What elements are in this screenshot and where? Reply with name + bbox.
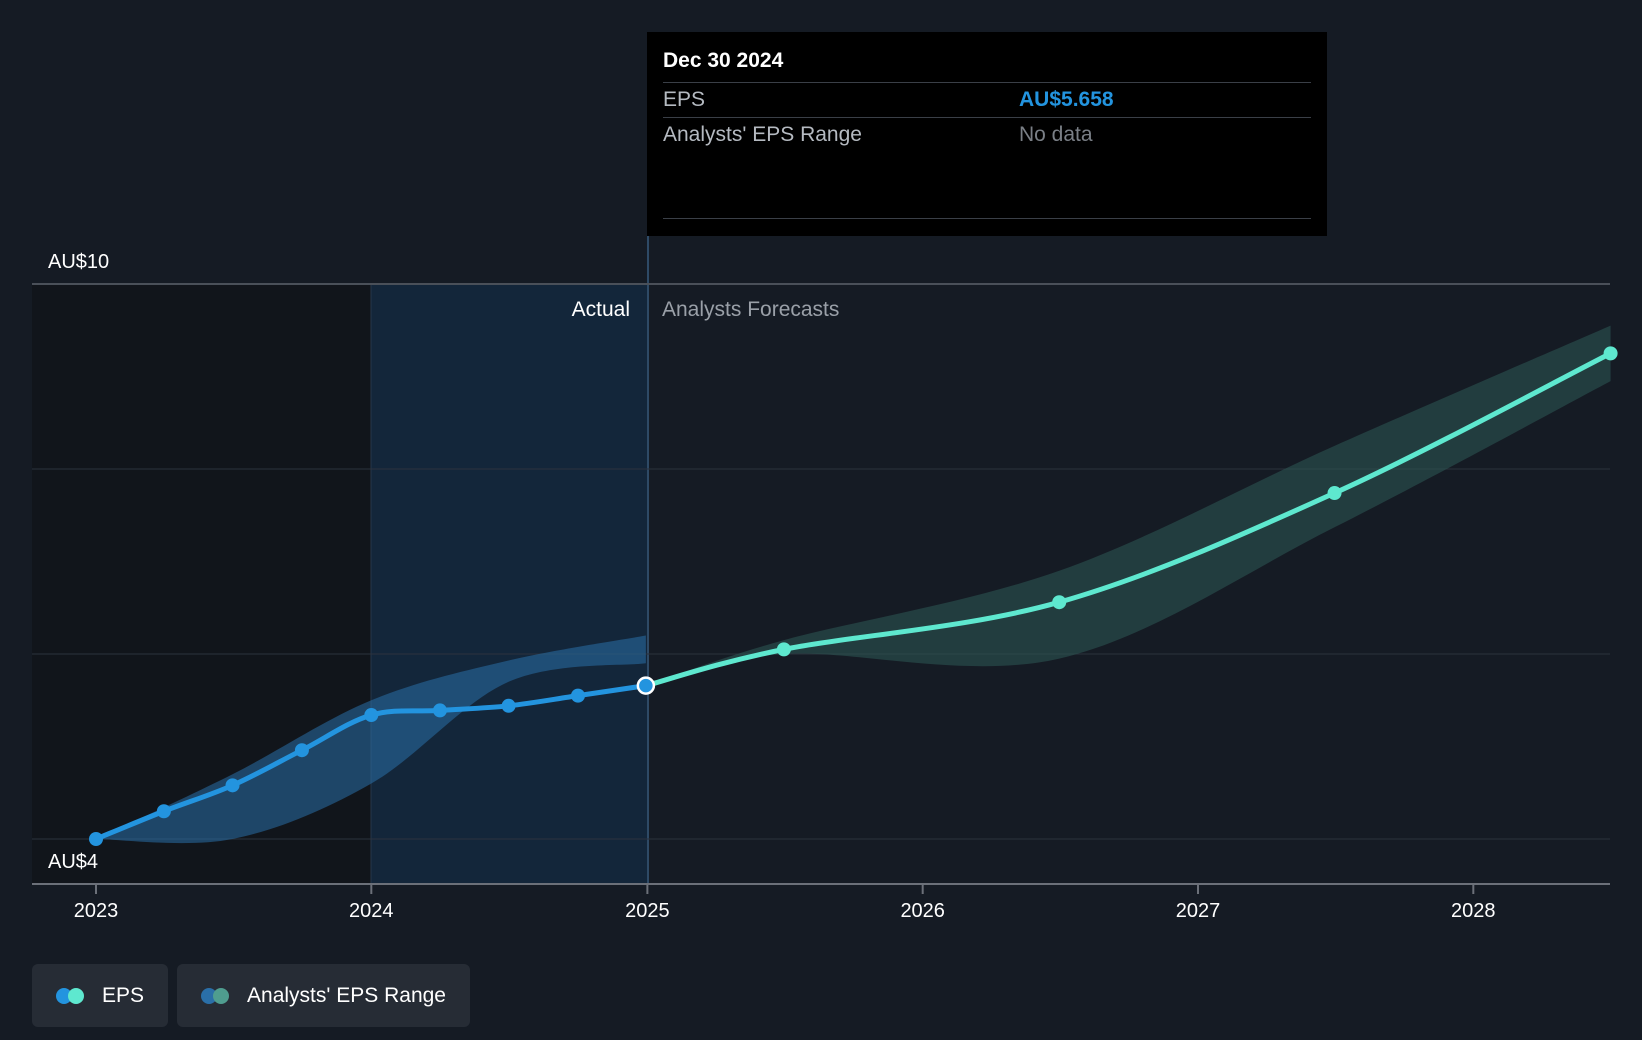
tooltip-range-label: Analysts' EPS Range bbox=[663, 123, 862, 146]
legend-eps-range[interactable]: Analysts' EPS Range bbox=[177, 964, 470, 1027]
eps-line bbox=[643, 350, 1614, 689]
range-band bbox=[645, 325, 1611, 686]
highlighted-eps-point bbox=[636, 676, 656, 695]
legend-eps[interactable]: EPS bbox=[32, 964, 169, 1027]
forecast-label: Analysts Forecasts bbox=[662, 298, 839, 321]
tooltip-divider bbox=[663, 218, 1311, 219]
legend-eps-swatch bbox=[56, 987, 86, 1004]
y-axis-bottom-label: AU$4 bbox=[48, 851, 98, 873]
x-tick-label: 2023 bbox=[74, 900, 119, 922]
tooltip: Dec 30 2024 EPS AU$5.658 Analysts' EPS R… bbox=[647, 32, 1327, 236]
y-axis-top-label: AU$10 bbox=[48, 251, 109, 273]
tooltip-range-row: Analysts' EPS Range No data bbox=[663, 117, 1311, 152]
eps-point bbox=[776, 642, 791, 657]
tooltip-eps-row: EPS AU$5.658 bbox=[663, 82, 1311, 117]
eps-point bbox=[570, 688, 585, 703]
eps-point bbox=[225, 778, 240, 793]
eps-point bbox=[89, 832, 103, 846]
tooltip-date: Dec 30 2024 bbox=[663, 49, 784, 72]
actual-label: Actual bbox=[572, 298, 630, 321]
x-tick-label: 2028 bbox=[1451, 900, 1496, 922]
legend-eps-label: EPS bbox=[102, 983, 145, 1007]
eps-point bbox=[156, 804, 171, 819]
eps-points bbox=[89, 346, 1618, 846]
legend-range-label: Analysts' EPS Range bbox=[247, 983, 446, 1007]
tooltip-eps-value: AU$5.658 bbox=[1019, 88, 1114, 111]
eps-point bbox=[1052, 595, 1067, 610]
x-axis-ticks: 2023 2024 2025 2026 2027 2028 bbox=[74, 884, 1496, 922]
legend-range-swatch bbox=[201, 987, 231, 1004]
tooltip-range-value: No data bbox=[1019, 123, 1093, 146]
eps-point bbox=[1327, 486, 1342, 501]
tooltip-eps-label: EPS bbox=[663, 88, 706, 111]
x-tick-label: 2025 bbox=[625, 900, 670, 922]
eps-point bbox=[364, 708, 379, 723]
legend: EPS Analysts' EPS Range bbox=[32, 964, 470, 1027]
eps-point bbox=[501, 698, 516, 713]
actual-period-highlight bbox=[371, 284, 648, 884]
eps-point bbox=[294, 743, 309, 758]
eps-point bbox=[1603, 346, 1618, 361]
x-tick-label: 2024 bbox=[349, 900, 394, 922]
x-tick-label: 2026 bbox=[900, 900, 945, 922]
eps-point bbox=[432, 703, 447, 718]
x-tick-label: 2027 bbox=[1176, 900, 1221, 922]
